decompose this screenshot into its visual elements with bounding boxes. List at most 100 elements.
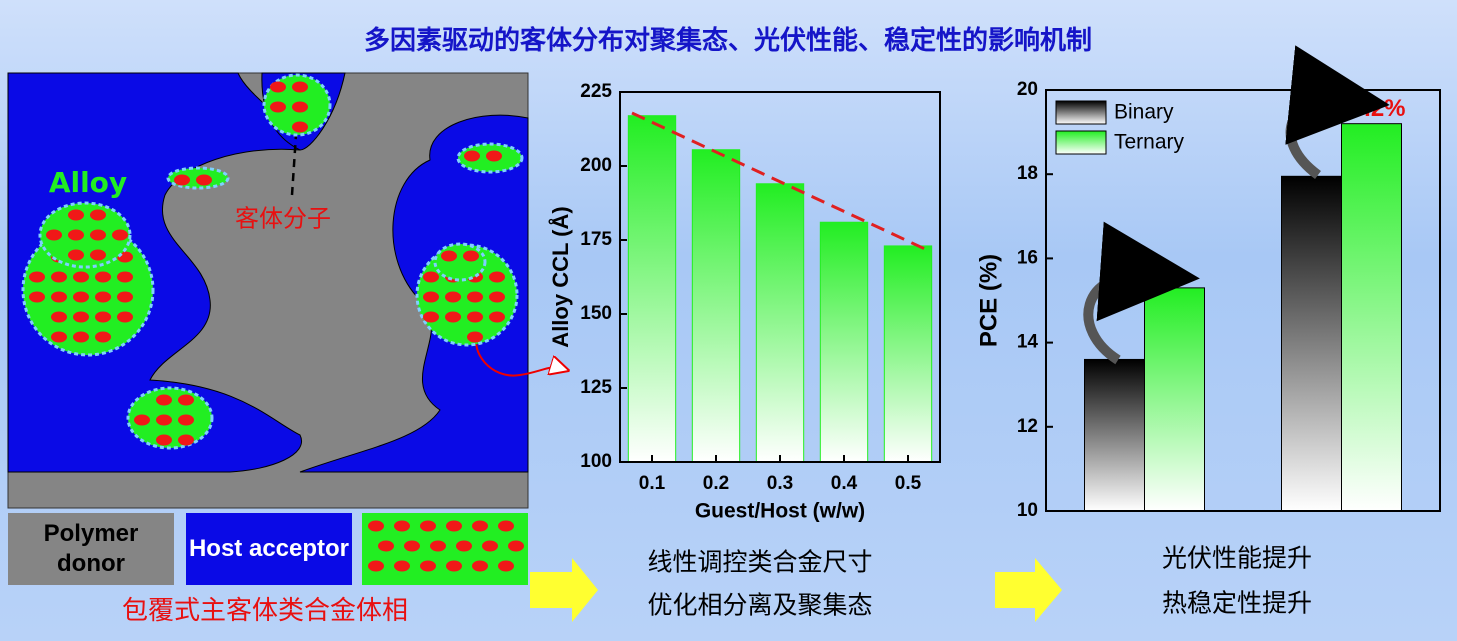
y-tick-label: 10 [1017, 500, 1038, 521]
page-title: 多因素驱动的客体分布对聚集态、光伏性能、稳定性的影响机制 [364, 25, 1092, 56]
guest-molecule [489, 291, 505, 303]
guest-molecule [51, 331, 67, 343]
legend-label: Ternary [1114, 131, 1185, 154]
legend-donor: Polymer donor [8, 513, 174, 585]
guest-molecule [29, 291, 45, 303]
guest-molecule [156, 414, 172, 426]
x-axis-label: Guest/Host (w/w) [695, 500, 865, 523]
guest-molecule [446, 520, 462, 532]
guest-molecule [51, 271, 67, 283]
guest-molecule [51, 311, 67, 323]
guest-molecule [117, 311, 133, 323]
y-tick-label: 200 [580, 155, 612, 176]
trend-line [631, 111, 926, 251]
diagram: Alloy 客体分子 [7, 72, 560, 509]
guest-molecule [73, 311, 89, 323]
guest-molecule [430, 540, 446, 552]
bar [691, 149, 741, 463]
guest-molecule [46, 229, 62, 241]
y-tick-label: 12 [1017, 416, 1038, 437]
guest-molecule [68, 229, 84, 241]
y-tick-label: 125 [580, 377, 612, 398]
guest-molecule [423, 271, 439, 283]
y-tick-label: 225 [580, 81, 612, 102]
y-axis-label: Alloy CCL (Å) [547, 206, 573, 347]
guest-molecule [498, 560, 514, 572]
guest-molecule [68, 249, 84, 261]
guest-molecule [456, 540, 472, 552]
guest-molecule [95, 311, 111, 323]
guest-molecule [463, 250, 479, 262]
guest-molecule [394, 520, 410, 532]
guest-label: 客体分子 [235, 205, 331, 233]
guest-molecule [68, 209, 84, 221]
x-tick-label: 0.1 [639, 473, 666, 494]
guest-molecule [134, 414, 150, 426]
guest-molecule [489, 311, 505, 323]
guest-molecule [270, 81, 286, 93]
guest-molecule [368, 520, 384, 532]
guest-molecule [95, 291, 111, 303]
guest-molecule [441, 250, 457, 262]
value-label: 19.2% [1337, 95, 1405, 122]
bar [883, 245, 933, 463]
guest-molecule [420, 560, 436, 572]
guest-molecule [90, 229, 106, 241]
guest-molecule [423, 291, 439, 303]
y-tick-label: 16 [1017, 247, 1038, 268]
guest-molecule [90, 209, 106, 221]
guest-molecule [404, 540, 420, 552]
caption-line: 热稳定性提升 [1162, 589, 1312, 618]
guest-molecule [156, 434, 172, 446]
x-tick-label: 0.2 [703, 473, 729, 494]
guest-molecule [29, 271, 45, 283]
guest-molecule [270, 101, 286, 113]
alloy-label: Alloy [49, 166, 127, 199]
bar [1341, 123, 1402, 512]
bar [755, 183, 805, 463]
guest-molecule [112, 229, 128, 241]
x-tick-label: 0.5 [895, 473, 922, 494]
guest-molecule [423, 311, 439, 323]
y-tick-label: 14 [1017, 332, 1039, 353]
guest-molecule [196, 174, 212, 186]
guest-molecule [156, 394, 172, 406]
bar [1084, 358, 1145, 512]
guest-molecule [292, 81, 308, 93]
increase-arrow [1285, 45, 1390, 180]
legend-swatch [1055, 100, 1107, 125]
guest-molecule [464, 150, 480, 162]
guest-molecule [117, 271, 133, 283]
y-tick-label: 100 [580, 451, 612, 472]
y-axis-label: PCE (%) [975, 254, 1002, 347]
zoom-arrow [475, 334, 560, 377]
y-tick-label: 175 [580, 229, 612, 250]
guest-molecule [178, 434, 194, 446]
guest-molecule [90, 249, 106, 261]
bar [1281, 175, 1342, 512]
x-tick-label: 0.3 [767, 473, 793, 494]
guest-molecule [73, 271, 89, 283]
guest-molecule [178, 394, 194, 406]
guest-molecule [394, 560, 410, 572]
guest-molecule [178, 414, 194, 426]
plot-frame [1045, 89, 1441, 512]
guest-molecule [446, 560, 462, 572]
y-tick-label: 18 [1017, 163, 1038, 184]
diagram-caption: 包覆式主客体类合金体相 [122, 596, 408, 626]
alloy-domain [38, 201, 132, 269]
y-tick-label: 150 [580, 303, 612, 324]
guest-molecule [292, 121, 308, 133]
flow-arrow [530, 558, 598, 622]
guest-molecule [73, 291, 89, 303]
bar [627, 115, 677, 463]
guest-molecule [73, 331, 89, 343]
guest-molecule [482, 540, 498, 552]
guest-molecule [467, 291, 483, 303]
guest-molecule [472, 560, 488, 572]
guest-molecule [95, 331, 111, 343]
caption-line: 优化相分离及聚集态 [647, 591, 872, 620]
guest-molecule [420, 520, 436, 532]
alloy-domain [433, 242, 487, 282]
